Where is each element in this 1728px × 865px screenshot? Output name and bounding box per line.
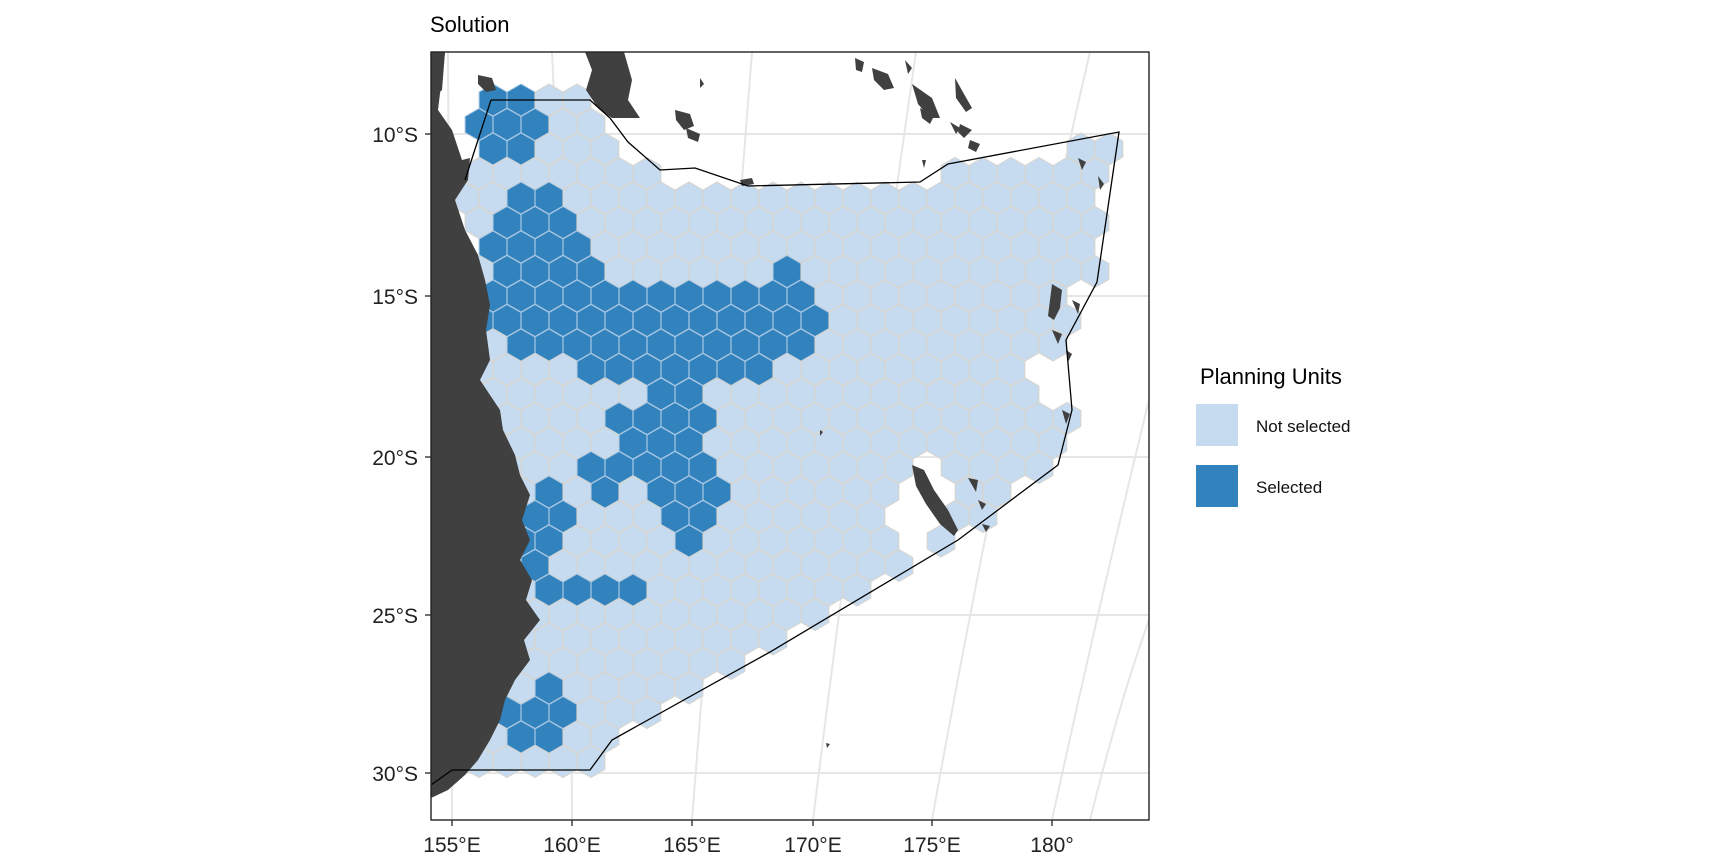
y-tick-label: 30°S [372, 763, 418, 786]
study-area-boundary [430, 99, 1120, 786]
planning-unit-not-selected [800, 597, 830, 632]
map-title: Solution [430, 12, 510, 37]
planning-unit-not-selected [674, 671, 704, 705]
land-layer [431, 52, 1104, 798]
graticule-line [1051, 399, 1149, 820]
planning-unit-not-selected [1024, 450, 1054, 485]
planning-unit-not-selected [758, 622, 788, 656]
panel-border [430, 51, 1150, 821]
planning-unit-not-selected [1080, 254, 1110, 289]
planning-units-layer [450, 83, 1124, 779]
graticule-line [1089, 619, 1149, 820]
map-panel [430, 51, 1150, 821]
legend-label-selected: Selected [1256, 478, 1322, 497]
x-tick-label: 155°E [423, 834, 480, 857]
vanuatu-islands [1048, 158, 1104, 424]
planning-unit-not-selected [926, 524, 956, 558]
x-tick-label: 175°E [903, 834, 960, 857]
legend-swatch-not-selected [1196, 404, 1238, 446]
x-tick-label: 170°E [784, 834, 841, 857]
louisiade-islands [675, 78, 754, 186]
planning-unit-not-selected [632, 695, 662, 730]
x-tick-label: 180° [1030, 834, 1073, 857]
australia-land [431, 52, 540, 798]
legend: Planning Units Not selected Selected [1196, 364, 1351, 507]
y-axis: 10°S 15°S 20°S 25°S 30°S [372, 124, 431, 786]
x-tick-label: 165°E [663, 834, 720, 857]
planning-unit-not-selected [716, 646, 746, 681]
new-guinea-land [585, 52, 640, 118]
y-tick-label: 20°S [372, 447, 418, 470]
new-caledonia-land [912, 465, 958, 536]
x-axis: 155°E 160°E 165°E 170°E 175°E 180° [423, 820, 1074, 857]
new-guinea-west-land [431, 52, 445, 100]
x-tick-label: 160°E [543, 834, 600, 857]
y-tick-label: 10°S [372, 124, 418, 147]
planning-unit-not-selected [968, 499, 998, 534]
legend-title: Planning Units [1200, 364, 1342, 389]
legend-label-not-selected: Not selected [1256, 417, 1351, 436]
y-tick-label: 15°S [372, 286, 418, 309]
planning-unit-not-selected [884, 548, 914, 583]
study-area-boundary-west [464, 99, 492, 181]
solomon-islands [855, 58, 980, 152]
legend-swatch-selected [1196, 465, 1238, 507]
planning-unit-not-selected [842, 573, 872, 607]
cape-york-tip [478, 75, 496, 92]
y-tick-label: 25°S [372, 605, 418, 628]
loyalty-islands [968, 478, 990, 532]
